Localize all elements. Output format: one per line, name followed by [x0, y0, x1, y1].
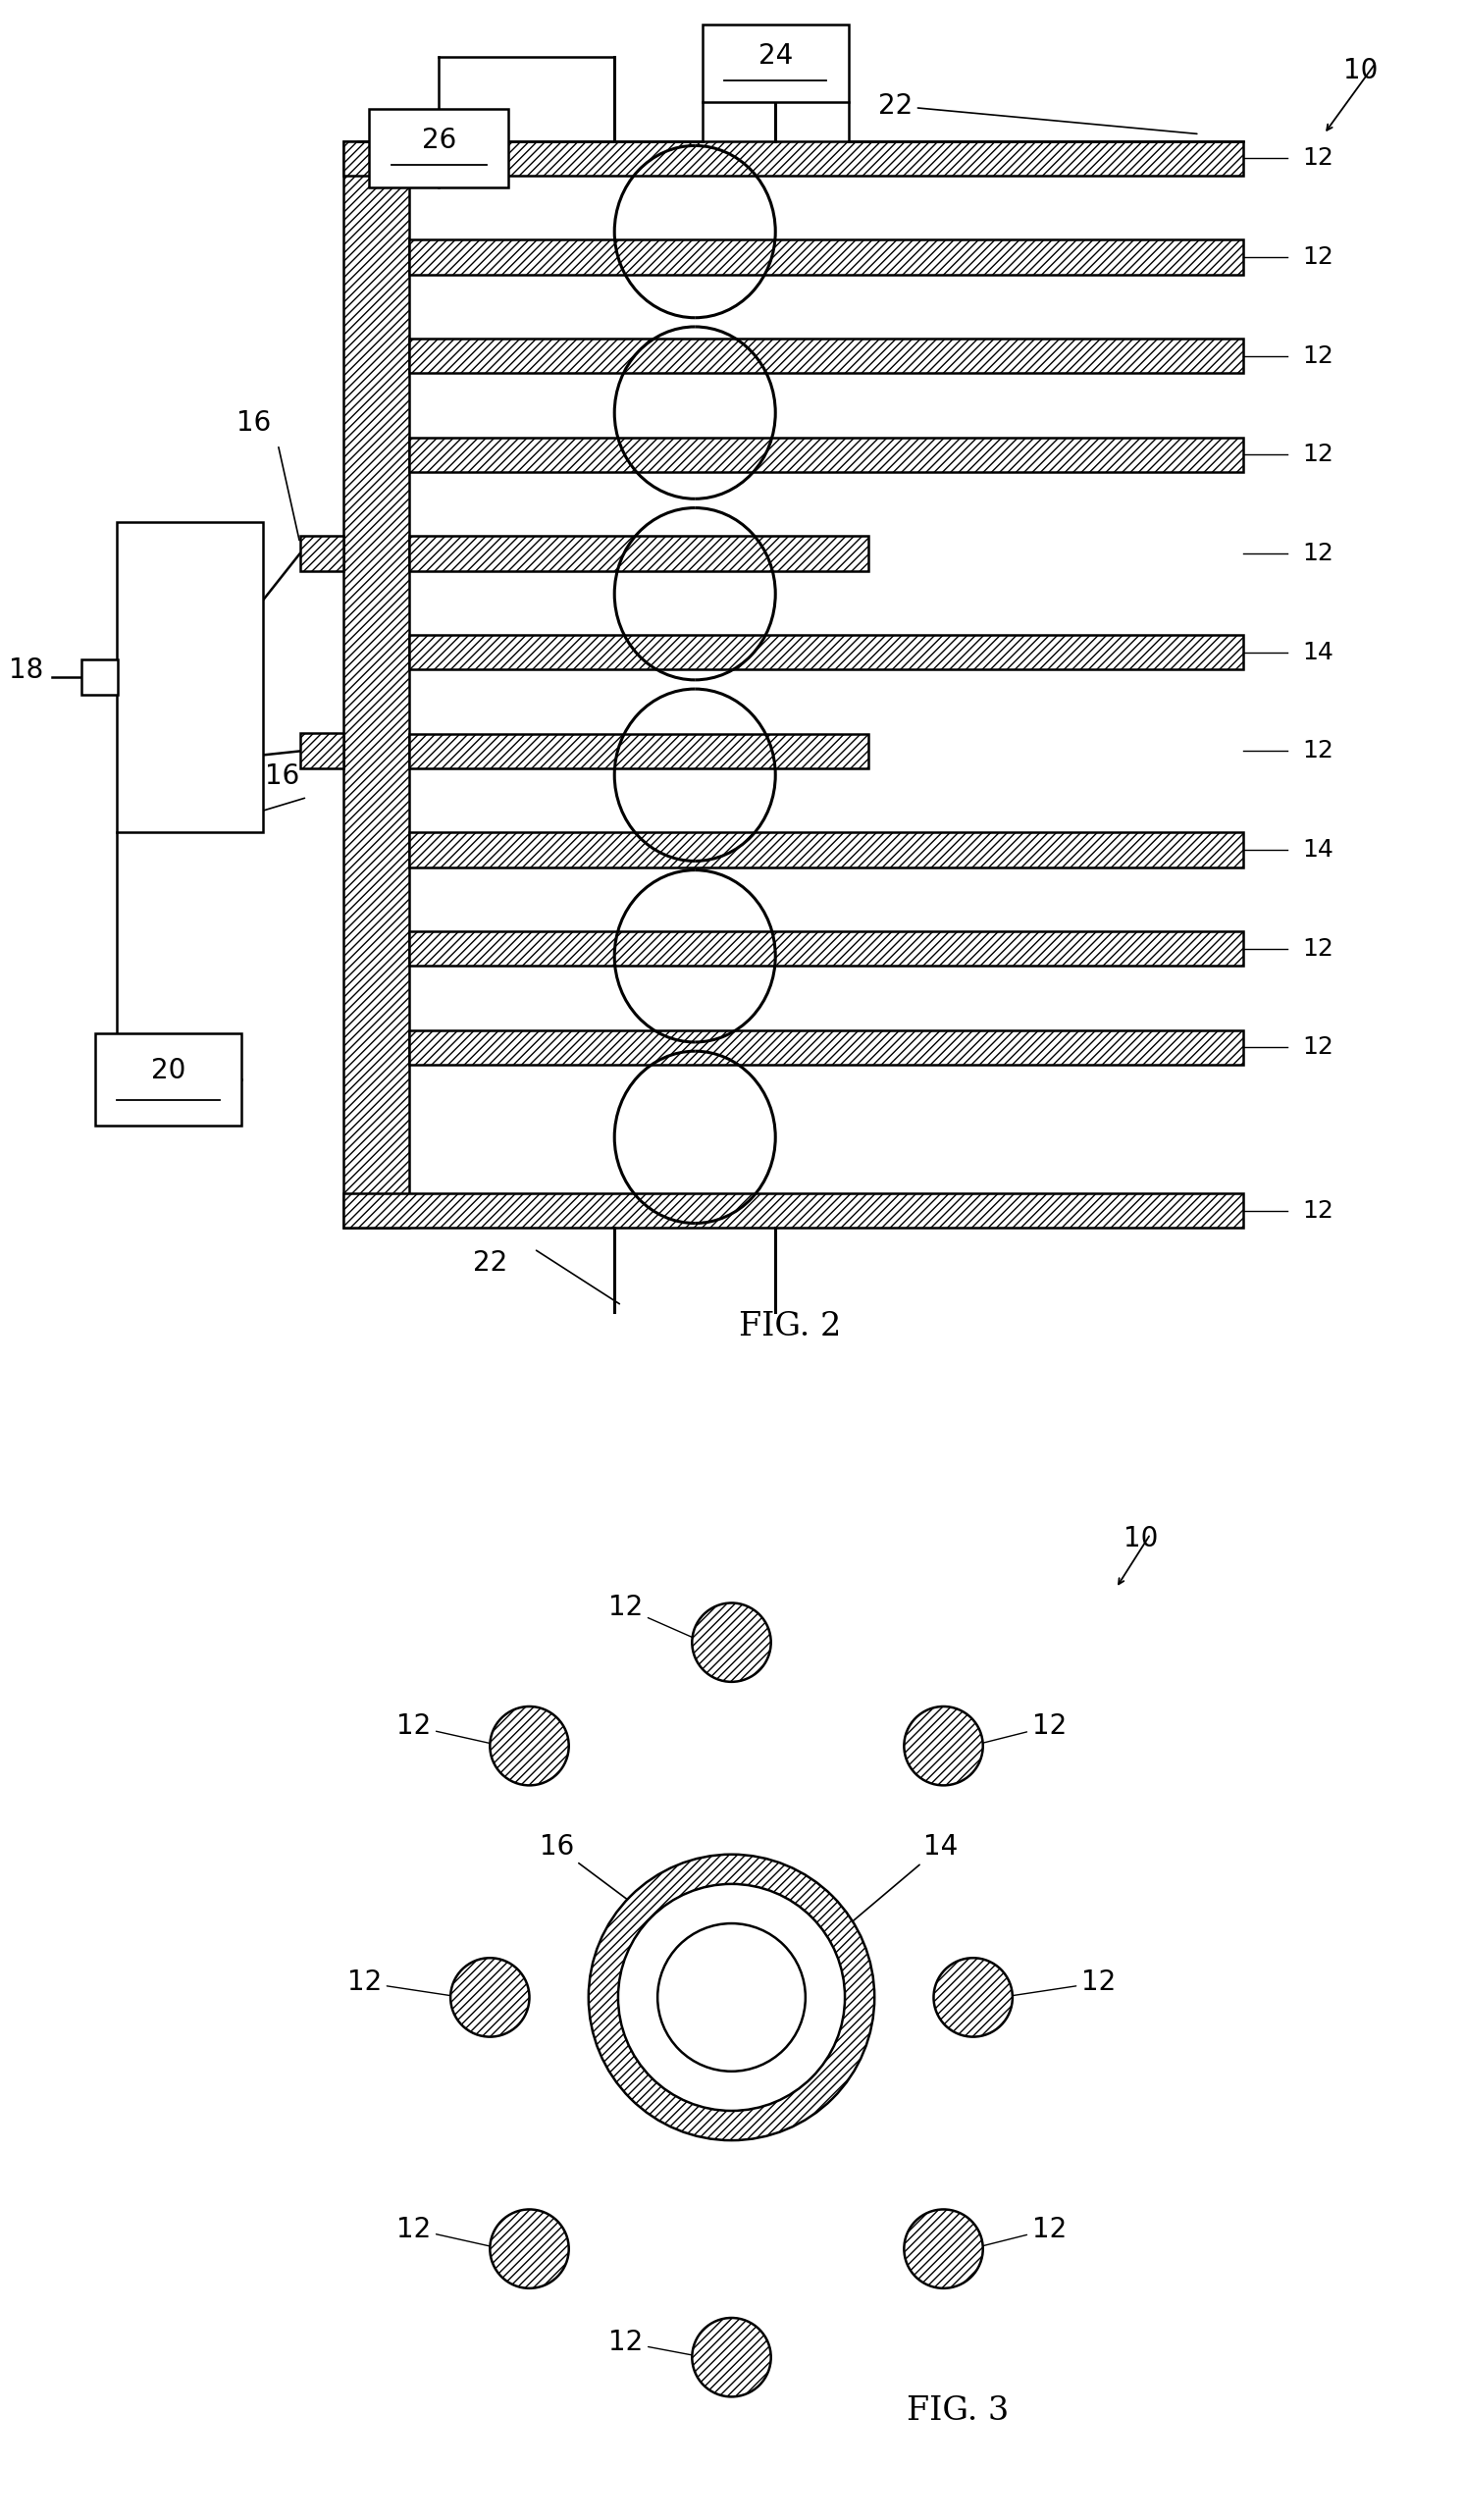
Text: 16: 16: [265, 764, 300, 789]
Text: 12: 12: [1302, 444, 1333, 466]
Text: 12: 12: [1302, 738, 1333, 764]
FancyBboxPatch shape: [410, 832, 1244, 867]
FancyBboxPatch shape: [95, 1033, 241, 1126]
Circle shape: [904, 1706, 983, 1784]
Text: 24: 24: [758, 43, 793, 71]
Text: 16: 16: [540, 1832, 650, 1915]
FancyBboxPatch shape: [344, 141, 1244, 176]
Text: 12: 12: [1302, 1200, 1333, 1222]
Circle shape: [451, 1958, 530, 2036]
Circle shape: [490, 1706, 569, 1784]
FancyBboxPatch shape: [344, 141, 410, 1227]
Text: 12: 12: [609, 2328, 701, 2356]
Text: 12: 12: [1302, 345, 1333, 368]
Text: 12: 12: [396, 1714, 499, 1746]
Circle shape: [692, 1603, 771, 1681]
FancyBboxPatch shape: [702, 25, 849, 103]
FancyBboxPatch shape: [410, 932, 1244, 965]
Circle shape: [933, 1958, 1012, 2036]
Text: FIG. 2: FIG. 2: [739, 1310, 841, 1343]
Text: 12: 12: [1302, 937, 1333, 960]
FancyBboxPatch shape: [344, 1192, 1244, 1227]
Text: 14: 14: [1302, 640, 1333, 665]
Text: 12: 12: [396, 2215, 499, 2248]
FancyBboxPatch shape: [410, 338, 1244, 373]
FancyBboxPatch shape: [410, 537, 869, 572]
FancyBboxPatch shape: [410, 239, 1244, 275]
FancyBboxPatch shape: [410, 438, 1244, 471]
Text: 14: 14: [841, 1832, 958, 1930]
Text: 10: 10: [1124, 1525, 1159, 1552]
FancyBboxPatch shape: [300, 537, 344, 572]
FancyBboxPatch shape: [410, 733, 869, 769]
FancyBboxPatch shape: [410, 635, 1244, 670]
Text: FIG. 3: FIG. 3: [907, 2397, 1009, 2427]
Text: 16: 16: [236, 411, 271, 436]
FancyBboxPatch shape: [410, 1031, 1244, 1066]
Text: 26: 26: [421, 126, 456, 154]
Text: 18: 18: [9, 658, 44, 683]
Text: 12: 12: [1302, 1036, 1333, 1058]
Text: 12: 12: [1302, 244, 1333, 270]
Circle shape: [617, 1885, 846, 2112]
Circle shape: [904, 2210, 983, 2288]
Text: 12: 12: [1004, 1968, 1116, 1996]
FancyBboxPatch shape: [300, 733, 344, 769]
Text: 12: 12: [609, 1595, 701, 1641]
Text: 20: 20: [151, 1056, 186, 1084]
Circle shape: [490, 2210, 569, 2288]
Circle shape: [588, 1855, 875, 2139]
Text: 14: 14: [1302, 839, 1333, 862]
Text: 10: 10: [1343, 58, 1378, 83]
Circle shape: [692, 2318, 771, 2397]
Text: 22: 22: [473, 1250, 508, 1278]
Text: 12: 12: [1302, 542, 1333, 564]
FancyBboxPatch shape: [117, 522, 263, 832]
Text: 22: 22: [878, 93, 1197, 134]
FancyBboxPatch shape: [369, 108, 509, 186]
Text: 12: 12: [974, 2215, 1067, 2248]
Text: 12: 12: [1302, 146, 1333, 171]
Circle shape: [657, 1923, 806, 2071]
FancyBboxPatch shape: [82, 660, 119, 696]
Text: 12: 12: [974, 1714, 1067, 1746]
Text: 12: 12: [347, 1968, 459, 1996]
